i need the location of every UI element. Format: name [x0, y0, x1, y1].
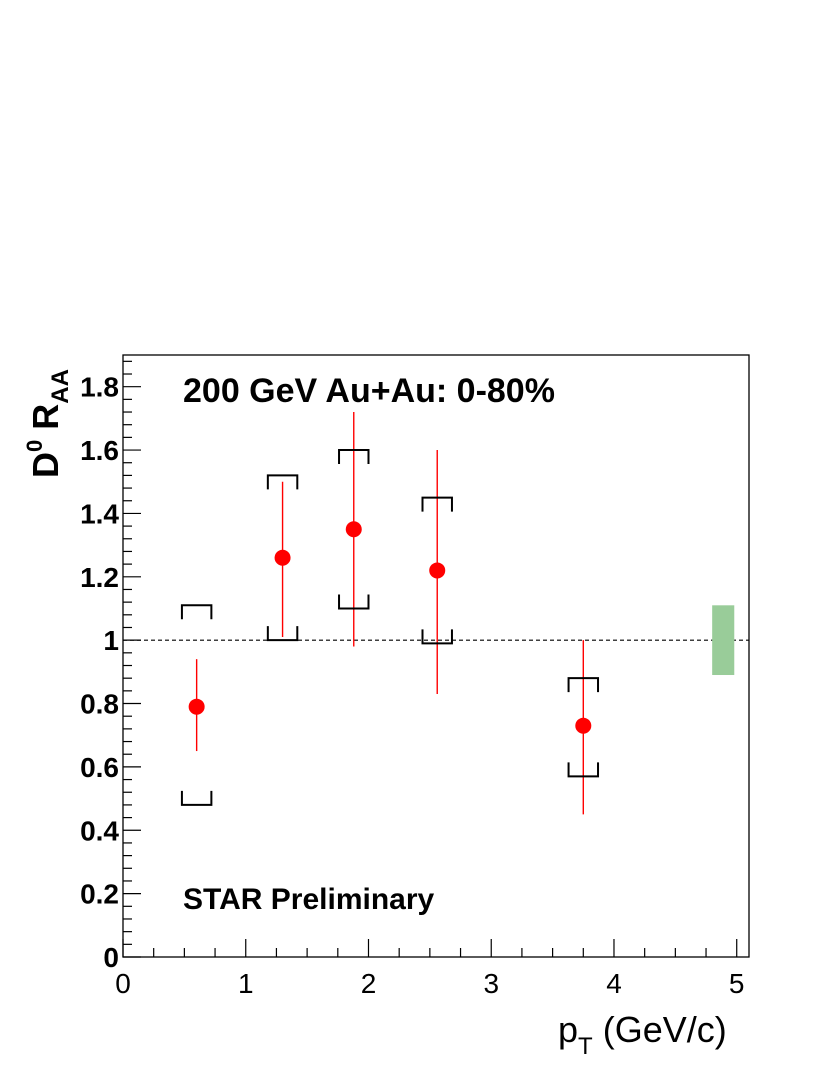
chart-title: 200 GeV Au+Au: 0-80%: [183, 372, 555, 410]
preliminary-label: STAR Preliminary: [183, 883, 435, 916]
y-axis-title-main: D: [25, 452, 66, 478]
y-axis-title-sup: 0: [22, 440, 47, 452]
y-axis-title: D0 RAA: [22, 369, 74, 478]
x-tick-label: 1: [238, 968, 254, 999]
x-tick-label: 4: [606, 968, 622, 999]
y-tick-label: 0: [103, 942, 119, 973]
sys-bracket-low: [180, 790, 213, 806]
y-tick-label: 1.4: [80, 498, 119, 529]
x-tick-label: 0: [115, 968, 131, 999]
x-tick-labels: 0 1 2 3 4 5: [115, 968, 744, 999]
sys-bracket-low: [567, 762, 600, 778]
y-tick-label: 0.2: [80, 879, 119, 910]
sys-bracket-low: [421, 629, 453, 645]
normalization-band: [712, 605, 735, 676]
data-point: [567, 640, 600, 815]
y-tick-labels: 0 0.2 0.4 0.6 0.8 1 1.2 1.4 1.6 1.8: [80, 372, 119, 973]
data-point: [338, 412, 370, 647]
plot-frame: [122, 354, 750, 958]
x-tick-label: 3: [483, 968, 499, 999]
sys-bracket-low: [266, 626, 299, 642]
x-axis-title: pT (GeV/c): [558, 1009, 727, 1060]
data-point: [266, 474, 299, 642]
y-tick-label: 1.2: [80, 562, 119, 593]
x-tick-label: 5: [729, 968, 745, 999]
sys-bracket-high: [421, 496, 453, 512]
y-tick-label: 1.6: [80, 435, 119, 466]
y-tick-label: 1: [103, 625, 119, 656]
x-axis-title-sub: T: [578, 1033, 593, 1060]
data-point: [421, 450, 453, 695]
sys-bracket-high: [180, 604, 213, 620]
y-axis-title-main2: R: [25, 404, 66, 440]
data-marker: [575, 717, 592, 734]
data-marker: [274, 549, 291, 566]
y-tick-label: 0.6: [80, 752, 119, 783]
y-tick-label: 0.4: [80, 815, 119, 846]
data-marker: [345, 521, 362, 538]
x-tick-label: 2: [361, 968, 377, 999]
x-axis-title-unit: (GeV/c): [593, 1009, 727, 1050]
data-points: [180, 412, 600, 815]
sys-bracket-high: [266, 474, 299, 490]
x-axis-title-main: p: [558, 1009, 578, 1050]
data-marker: [429, 562, 446, 579]
y-tick-label: 1.8: [80, 372, 119, 403]
axis-ticks: [122, 360, 738, 958]
sys-bracket-high: [567, 677, 600, 693]
data-point: [180, 604, 213, 806]
sys-bracket-high: [338, 449, 370, 465]
y-axis-title-sub: AA: [47, 369, 74, 404]
data-marker: [188, 698, 205, 715]
y-tick-label: 0.8: [80, 689, 119, 720]
sys-bracket-low: [338, 594, 370, 610]
